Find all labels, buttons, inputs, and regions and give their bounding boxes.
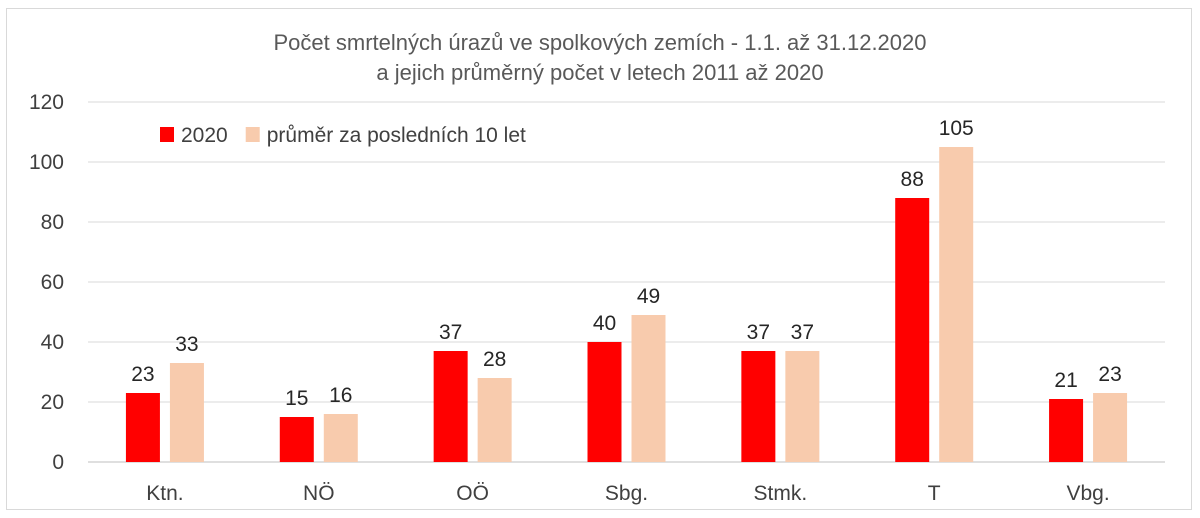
data-labels: 23 33 15 16 37 28 40 49 37 37 88 105 21 23: [131, 117, 1122, 410]
data-label: 88: [901, 168, 924, 191]
data-label: 37: [791, 321, 814, 344]
chart-title: Počet smrtelných úrazů ve spolkových zem…: [274, 30, 927, 55]
y-axis: 0 20 40 60 80 100 120: [29, 91, 64, 474]
data-label: 105: [939, 117, 974, 140]
bar: [1049, 399, 1084, 462]
x-axis: Ktn. NÖ OÖ Sbg. Stmk. T Vbg.: [146, 482, 1109, 505]
data-label: 37: [747, 321, 770, 344]
data-label: 21: [1054, 369, 1077, 392]
bar: [587, 342, 622, 462]
legend-swatch: [245, 127, 260, 142]
data-label: 37: [439, 321, 462, 344]
bar: [741, 351, 776, 462]
data-label: 15: [285, 387, 308, 410]
bar: [785, 351, 820, 462]
bar: [631, 315, 666, 462]
bar: [433, 351, 468, 462]
data-label: 49: [637, 285, 660, 308]
chart-subtitle: a jejich průměrný počet v letech 2011 až…: [376, 60, 823, 85]
y-tick-label: 40: [41, 331, 64, 354]
legend: 2020 průměr za posledních 10 let: [160, 124, 526, 147]
bars: [125, 147, 1128, 462]
bar: [323, 414, 358, 462]
x-tick-label: Sbg.: [605, 482, 648, 505]
legend-label: průměr za posledních 10 let: [267, 124, 526, 147]
data-label: 28: [483, 348, 506, 371]
y-tick-label: 0: [52, 451, 64, 474]
bar: [895, 198, 930, 462]
bar: [169, 363, 204, 462]
data-label: 23: [131, 363, 154, 386]
data-label: 40: [593, 312, 616, 335]
legend-swatch: [160, 127, 174, 142]
data-label: 16: [329, 384, 352, 407]
x-tick-label: NÖ: [303, 482, 335, 505]
legend-label: 2020: [181, 124, 228, 147]
bar: [1093, 393, 1128, 462]
x-tick-label: OÖ: [456, 482, 489, 505]
bar: [477, 378, 512, 462]
y-tick-label: 100: [29, 151, 64, 174]
gridlines: [88, 101, 1165, 463]
y-tick-label: 60: [41, 271, 64, 294]
x-tick-label: T: [928, 482, 941, 505]
bar: [279, 417, 314, 462]
y-tick-label: 120: [29, 91, 64, 114]
x-tick-label: Stmk.: [754, 482, 808, 505]
y-tick-label: 20: [41, 391, 64, 414]
data-label: 33: [175, 333, 198, 356]
x-tick-label: Ktn.: [146, 482, 183, 505]
y-tick-label: 80: [41, 211, 64, 234]
x-tick-label: Vbg.: [1066, 482, 1109, 505]
bar: [125, 393, 160, 462]
data-label: 23: [1098, 363, 1121, 386]
bar: [939, 147, 974, 462]
